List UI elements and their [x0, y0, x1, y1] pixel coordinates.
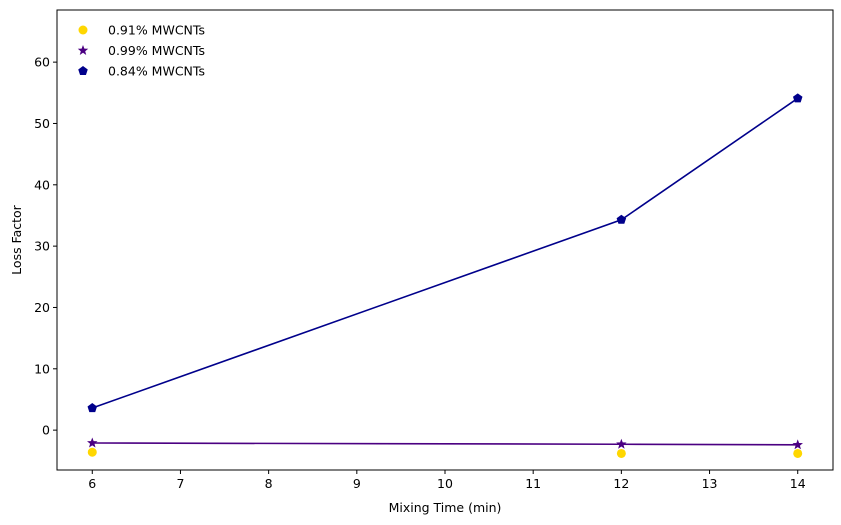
- y-tick-label: 30: [34, 239, 50, 254]
- data-point: [616, 438, 627, 449]
- data-point: [616, 214, 627, 224]
- data-point: [87, 403, 98, 413]
- legend-marker: [78, 25, 88, 35]
- x-tick-label: 6: [88, 476, 96, 491]
- legend-label: 0.99% MWCNTs: [108, 43, 205, 58]
- x-tick-label: 7: [176, 476, 184, 491]
- y-axis-label: Loss Factor: [9, 204, 24, 275]
- data-point: [87, 447, 97, 457]
- legend-label: 0.91% MWCNTs: [108, 23, 205, 38]
- data-point: [792, 439, 803, 450]
- y-tick-label: 60: [34, 55, 50, 70]
- series-3: [87, 93, 803, 413]
- legend-label: 0.84% MWCNTs: [108, 64, 205, 79]
- x-tick-label: 11: [525, 476, 541, 491]
- series-line: [92, 442, 798, 446]
- axes-frame: [56, 9, 834, 471]
- legend-marker: [78, 66, 88, 76]
- x-axis: 6 7 8 9 10 11 12 13 14: [88, 470, 806, 491]
- x-axis-label: Mixing Time (min): [389, 500, 502, 515]
- y-tick-label: 10: [34, 361, 50, 376]
- legend-marker: [77, 45, 89, 55]
- legend: 0.91% MWCNTs 0.99% MWCNTs 0.84% MWCNTs: [77, 23, 205, 79]
- x-tick-label: 9: [353, 476, 361, 491]
- y-tick-label: 50: [34, 116, 50, 131]
- y-tick-label: 40: [34, 177, 50, 192]
- series-2: [87, 437, 803, 450]
- data-point: [87, 437, 98, 448]
- series-1: [87, 447, 803, 458]
- x-tick-label: 14: [790, 476, 806, 491]
- data-point: [792, 93, 803, 103]
- x-tick-label: 10: [437, 476, 453, 491]
- series-line: [92, 97, 799, 409]
- data-point: [616, 448, 626, 458]
- x-tick-label: 13: [702, 476, 718, 491]
- y-tick-label: 0: [42, 423, 50, 438]
- y-tick-label: 20: [34, 300, 50, 315]
- data-point: [793, 448, 803, 458]
- x-tick-label: 12: [613, 476, 629, 491]
- x-tick-label: 8: [265, 476, 273, 491]
- y-axis: 0 10 20 30 40 50 60: [34, 55, 57, 438]
- plot-area: [87, 93, 803, 458]
